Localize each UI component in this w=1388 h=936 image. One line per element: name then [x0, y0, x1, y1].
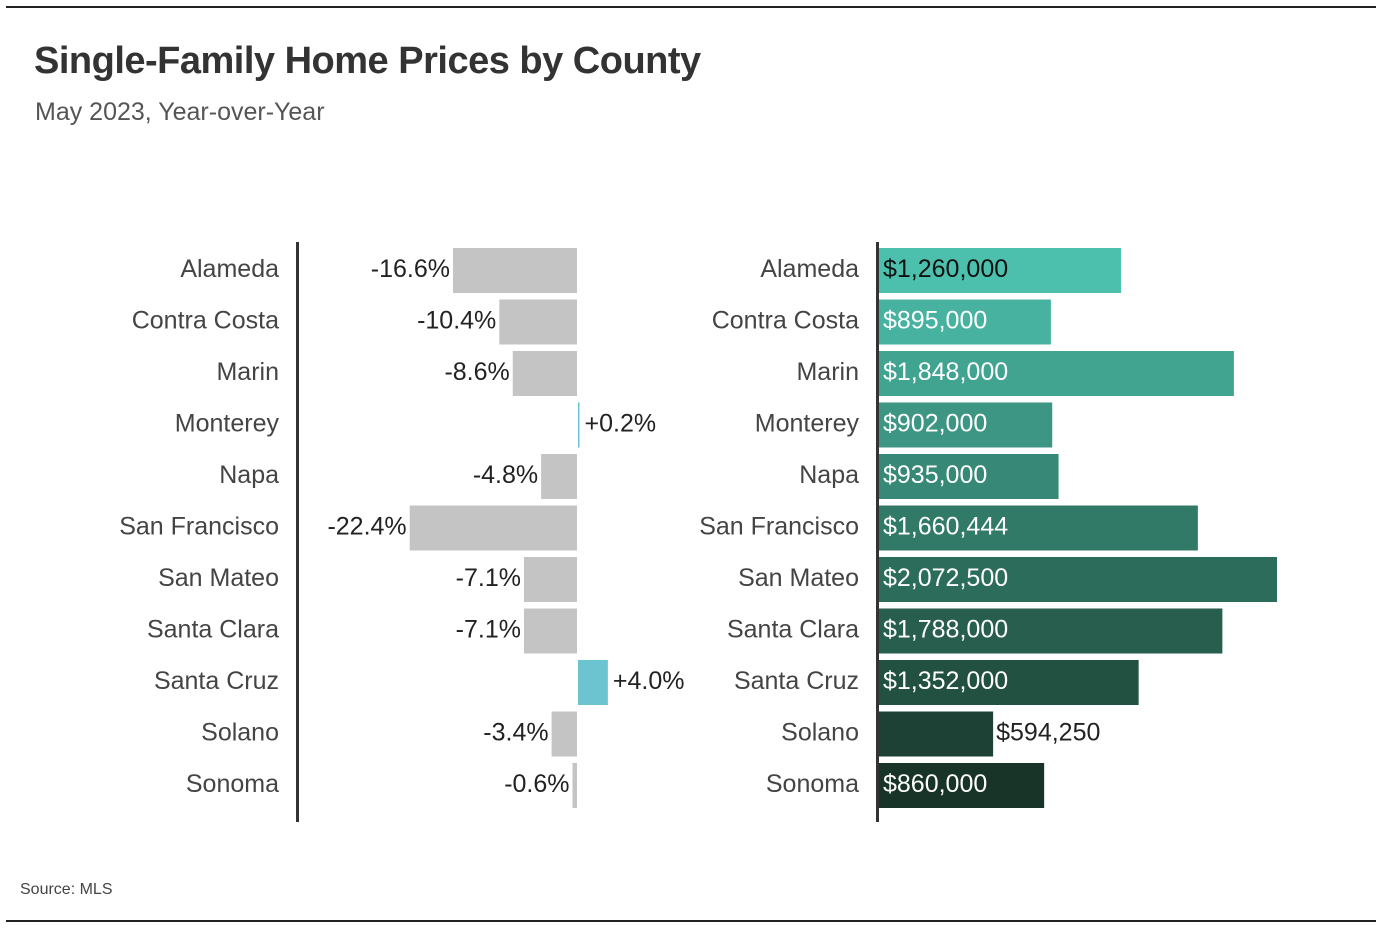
price-bar — [879, 299, 1051, 345]
top-rule — [6, 6, 1376, 8]
change-bar — [578, 660, 608, 705]
source-note: Source: MLS — [20, 881, 113, 898]
price-value-label: $594,250 — [996, 719, 1100, 747]
price-category-label: Monterey — [755, 410, 860, 438]
change-category-label: Monterey — [175, 410, 280, 438]
price-bar — [879, 351, 1234, 396]
change-bar — [512, 351, 577, 396]
price-value-label: $1,848,000 — [883, 358, 1008, 386]
change-category-label: Solano — [201, 719, 279, 747]
price-value-label: $1,788,000 — [883, 616, 1008, 644]
price-value-label: $1,352,000 — [883, 667, 1008, 695]
price-category-label: Alameda — [760, 255, 859, 283]
change-category-label: Alameda — [180, 255, 279, 283]
change-value-label: -8.6% — [444, 358, 509, 386]
chart-title: Single-Family Home Prices by County — [34, 40, 701, 82]
price-category-label: Marin — [796, 358, 859, 386]
price-bar — [879, 557, 1277, 602]
price-value-label: $895,000 — [883, 307, 987, 335]
change-value-label: -0.6% — [504, 770, 569, 798]
price-value-label: $1,260,000 — [883, 255, 1008, 283]
price-value-label: $860,000 — [883, 770, 987, 798]
price-value-label: $1,660,444 — [883, 513, 1008, 541]
change-bar — [578, 402, 580, 448]
price-bar — [879, 763, 1045, 808]
change-category-label: Napa — [219, 461, 279, 489]
price-value-label: $902,000 — [883, 410, 987, 438]
price-bar — [879, 711, 994, 757]
price-category-label: Santa Clara — [727, 616, 859, 644]
change-value-label: -7.1% — [456, 564, 521, 592]
change-value-label: -3.4% — [483, 719, 548, 747]
price-category-label: San Francisco — [699, 513, 859, 541]
change-category-label: Santa Clara — [147, 616, 279, 644]
chart-subtitle: May 2023, Year-over-Year — [35, 98, 325, 126]
change-value-label: -7.1% — [456, 616, 521, 644]
change-bar — [551, 711, 577, 757]
change-category-label: Marin — [216, 358, 279, 386]
change-value-label: +4.0% — [613, 667, 685, 695]
price-category-label: San Mateo — [738, 564, 859, 592]
price-bar — [879, 505, 1198, 551]
price-bar — [879, 660, 1139, 705]
price-bar — [879, 402, 1053, 448]
change-category-label: Sonoma — [186, 770, 279, 798]
change-value-label: +0.2% — [585, 410, 657, 438]
change-category-label: Contra Costa — [132, 307, 279, 335]
price-category-label: Santa Cruz — [734, 667, 859, 695]
price-category-label: Napa — [799, 461, 859, 489]
bottom-rule — [6, 920, 1376, 922]
change-bar — [572, 763, 577, 808]
price-bar — [879, 248, 1121, 293]
change-bar — [523, 557, 577, 602]
change-bar — [523, 608, 577, 654]
change-category-label: San Mateo — [158, 564, 279, 592]
change-bar — [541, 454, 577, 499]
change-value-label: -10.4% — [417, 307, 496, 335]
price-value-label: $935,000 — [883, 461, 987, 489]
price-category-label: Solano — [781, 719, 859, 747]
change-category-label: Santa Cruz — [154, 667, 279, 695]
price-category-label: Sonoma — [766, 770, 859, 798]
change-value-label: -16.6% — [371, 255, 450, 283]
price-category-label: Contra Costa — [712, 307, 859, 335]
price-bar — [879, 608, 1223, 654]
change-bar — [499, 299, 577, 345]
change-value-label: -22.4% — [327, 513, 406, 541]
price-value-label: $2,072,500 — [883, 564, 1008, 592]
change-category-label: San Francisco — [119, 513, 279, 541]
change-bar — [409, 505, 577, 551]
change-bar — [452, 248, 577, 293]
change-value-label: -4.8% — [473, 461, 538, 489]
price-bar — [879, 454, 1059, 499]
